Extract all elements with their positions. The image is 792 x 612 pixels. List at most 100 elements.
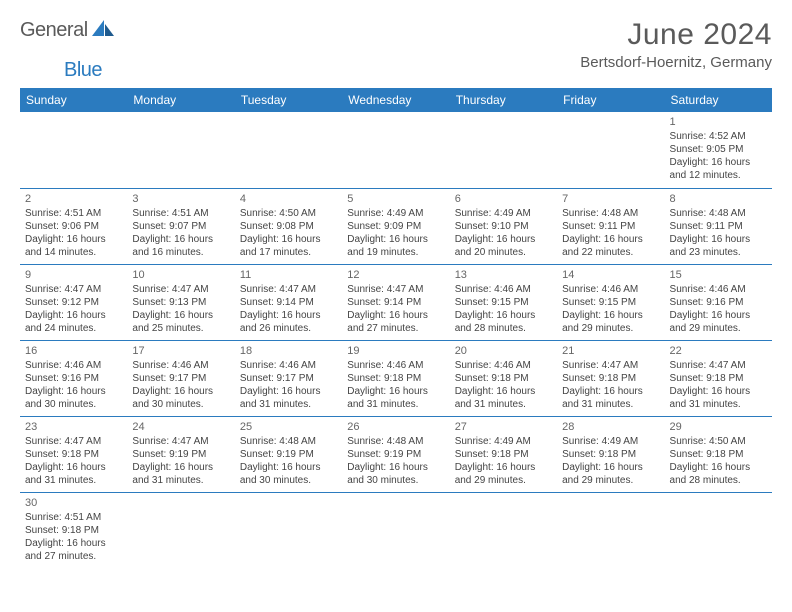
calendar-cell: 18Sunrise: 4:46 AMSunset: 9:17 PMDayligh… bbox=[235, 340, 342, 416]
sunrise-text: Sunrise: 4:47 AM bbox=[25, 283, 122, 296]
daylight-text: Daylight: 16 hours and 31 minutes. bbox=[670, 385, 767, 411]
day-number: 11 bbox=[240, 268, 337, 282]
sunset-text: Sunset: 9:09 PM bbox=[347, 220, 444, 233]
daylight-text: Daylight: 16 hours and 29 minutes. bbox=[455, 461, 552, 487]
daylight-text: Daylight: 16 hours and 30 minutes. bbox=[132, 385, 229, 411]
sunrise-text: Sunrise: 4:47 AM bbox=[347, 283, 444, 296]
calendar-cell bbox=[127, 112, 234, 188]
sail-icon bbox=[90, 18, 116, 43]
calendar-cell: 28Sunrise: 4:49 AMSunset: 9:18 PMDayligh… bbox=[557, 416, 664, 492]
day-number: 5 bbox=[347, 192, 444, 206]
day-number: 16 bbox=[25, 344, 122, 358]
sunset-text: Sunset: 9:18 PM bbox=[562, 448, 659, 461]
sunset-text: Sunset: 9:19 PM bbox=[240, 448, 337, 461]
sunrise-text: Sunrise: 4:46 AM bbox=[132, 359, 229, 372]
sunrise-text: Sunrise: 4:46 AM bbox=[347, 359, 444, 372]
daylight-text: Daylight: 16 hours and 30 minutes. bbox=[240, 461, 337, 487]
calendar-cell: 13Sunrise: 4:46 AMSunset: 9:15 PMDayligh… bbox=[450, 264, 557, 340]
sunrise-text: Sunrise: 4:46 AM bbox=[455, 283, 552, 296]
daylight-text: Daylight: 16 hours and 31 minutes. bbox=[240, 385, 337, 411]
day-number: 25 bbox=[240, 420, 337, 434]
calendar-cell: 11Sunrise: 4:47 AMSunset: 9:14 PMDayligh… bbox=[235, 264, 342, 340]
day-number: 28 bbox=[562, 420, 659, 434]
sunset-text: Sunset: 9:18 PM bbox=[347, 372, 444, 385]
calendar-cell: 21Sunrise: 4:47 AMSunset: 9:18 PMDayligh… bbox=[557, 340, 664, 416]
calendar-cell: 7Sunrise: 4:48 AMSunset: 9:11 PMDaylight… bbox=[557, 188, 664, 264]
sunrise-text: Sunrise: 4:51 AM bbox=[25, 511, 122, 524]
calendar-cell: 25Sunrise: 4:48 AMSunset: 9:19 PMDayligh… bbox=[235, 416, 342, 492]
sunset-text: Sunset: 9:11 PM bbox=[562, 220, 659, 233]
daylight-text: Daylight: 16 hours and 19 minutes. bbox=[347, 233, 444, 259]
daylight-text: Daylight: 16 hours and 20 minutes. bbox=[455, 233, 552, 259]
sunrise-text: Sunrise: 4:46 AM bbox=[670, 283, 767, 296]
sunrise-text: Sunrise: 4:49 AM bbox=[347, 207, 444, 220]
day-number: 18 bbox=[240, 344, 337, 358]
calendar-cell: 6Sunrise: 4:49 AMSunset: 9:10 PMDaylight… bbox=[450, 188, 557, 264]
calendar-table: Sunday Monday Tuesday Wednesday Thursday… bbox=[20, 88, 772, 568]
calendar-cell: 30Sunrise: 4:51 AMSunset: 9:18 PMDayligh… bbox=[20, 492, 127, 568]
calendar-cell: 20Sunrise: 4:46 AMSunset: 9:18 PMDayligh… bbox=[450, 340, 557, 416]
calendar-cell bbox=[342, 112, 449, 188]
daylight-text: Daylight: 16 hours and 24 minutes. bbox=[25, 309, 122, 335]
logo-text-general: General bbox=[20, 19, 88, 42]
sunset-text: Sunset: 9:18 PM bbox=[25, 524, 122, 537]
logo-text-blue-wrap: Blue bbox=[64, 59, 792, 82]
daylight-text: Daylight: 16 hours and 31 minutes. bbox=[132, 461, 229, 487]
weekday-header: Monday bbox=[127, 88, 234, 112]
calendar-cell: 17Sunrise: 4:46 AMSunset: 9:17 PMDayligh… bbox=[127, 340, 234, 416]
day-number: 10 bbox=[132, 268, 229, 282]
month-title: June 2024 bbox=[580, 18, 772, 52]
calendar-row: 2Sunrise: 4:51 AMSunset: 9:06 PMDaylight… bbox=[20, 188, 772, 264]
sunset-text: Sunset: 9:18 PM bbox=[455, 448, 552, 461]
sunrise-text: Sunrise: 4:47 AM bbox=[562, 359, 659, 372]
sunrise-text: Sunrise: 4:46 AM bbox=[455, 359, 552, 372]
sunrise-text: Sunrise: 4:46 AM bbox=[25, 359, 122, 372]
sunset-text: Sunset: 9:12 PM bbox=[25, 296, 122, 309]
sunset-text: Sunset: 9:18 PM bbox=[562, 372, 659, 385]
sunset-text: Sunset: 9:18 PM bbox=[455, 372, 552, 385]
calendar-cell: 14Sunrise: 4:46 AMSunset: 9:15 PMDayligh… bbox=[557, 264, 664, 340]
weekday-header-row: Sunday Monday Tuesday Wednesday Thursday… bbox=[20, 88, 772, 112]
sunset-text: Sunset: 9:14 PM bbox=[240, 296, 337, 309]
daylight-text: Daylight: 16 hours and 25 minutes. bbox=[132, 309, 229, 335]
day-number: 29 bbox=[670, 420, 767, 434]
sunrise-text: Sunrise: 4:48 AM bbox=[562, 207, 659, 220]
sunset-text: Sunset: 9:17 PM bbox=[132, 372, 229, 385]
day-number: 19 bbox=[347, 344, 444, 358]
sunset-text: Sunset: 9:18 PM bbox=[670, 448, 767, 461]
calendar-cell bbox=[557, 112, 664, 188]
sunset-text: Sunset: 9:16 PM bbox=[25, 372, 122, 385]
day-number: 15 bbox=[670, 268, 767, 282]
day-number: 23 bbox=[25, 420, 122, 434]
calendar-cell bbox=[665, 492, 772, 568]
day-number: 22 bbox=[670, 344, 767, 358]
sunrise-text: Sunrise: 4:51 AM bbox=[132, 207, 229, 220]
day-number: 17 bbox=[132, 344, 229, 358]
day-number: 20 bbox=[455, 344, 552, 358]
day-number: 13 bbox=[455, 268, 552, 282]
daylight-text: Daylight: 16 hours and 29 minutes. bbox=[562, 461, 659, 487]
logo: General bbox=[20, 18, 118, 43]
daylight-text: Daylight: 16 hours and 27 minutes. bbox=[25, 537, 122, 563]
sunrise-text: Sunrise: 4:47 AM bbox=[132, 435, 229, 448]
calendar-cell: 3Sunrise: 4:51 AMSunset: 9:07 PMDaylight… bbox=[127, 188, 234, 264]
sunrise-text: Sunrise: 4:52 AM bbox=[670, 130, 767, 143]
calendar-cell: 29Sunrise: 4:50 AMSunset: 9:18 PMDayligh… bbox=[665, 416, 772, 492]
sunrise-text: Sunrise: 4:49 AM bbox=[455, 207, 552, 220]
day-number: 30 bbox=[25, 496, 122, 510]
sunrise-text: Sunrise: 4:47 AM bbox=[25, 435, 122, 448]
calendar-cell: 2Sunrise: 4:51 AMSunset: 9:06 PMDaylight… bbox=[20, 188, 127, 264]
sunset-text: Sunset: 9:08 PM bbox=[240, 220, 337, 233]
calendar-row: 23Sunrise: 4:47 AMSunset: 9:18 PMDayligh… bbox=[20, 416, 772, 492]
calendar-cell: 10Sunrise: 4:47 AMSunset: 9:13 PMDayligh… bbox=[127, 264, 234, 340]
calendar-cell bbox=[235, 492, 342, 568]
logo-text-blue: Blue bbox=[64, 59, 102, 81]
calendar-cell bbox=[557, 492, 664, 568]
sunset-text: Sunset: 9:10 PM bbox=[455, 220, 552, 233]
daylight-text: Daylight: 16 hours and 14 minutes. bbox=[25, 233, 122, 259]
daylight-text: Daylight: 16 hours and 29 minutes. bbox=[562, 309, 659, 335]
sunset-text: Sunset: 9:16 PM bbox=[670, 296, 767, 309]
calendar-cell bbox=[342, 492, 449, 568]
weekday-header: Friday bbox=[557, 88, 664, 112]
sunset-text: Sunset: 9:07 PM bbox=[132, 220, 229, 233]
